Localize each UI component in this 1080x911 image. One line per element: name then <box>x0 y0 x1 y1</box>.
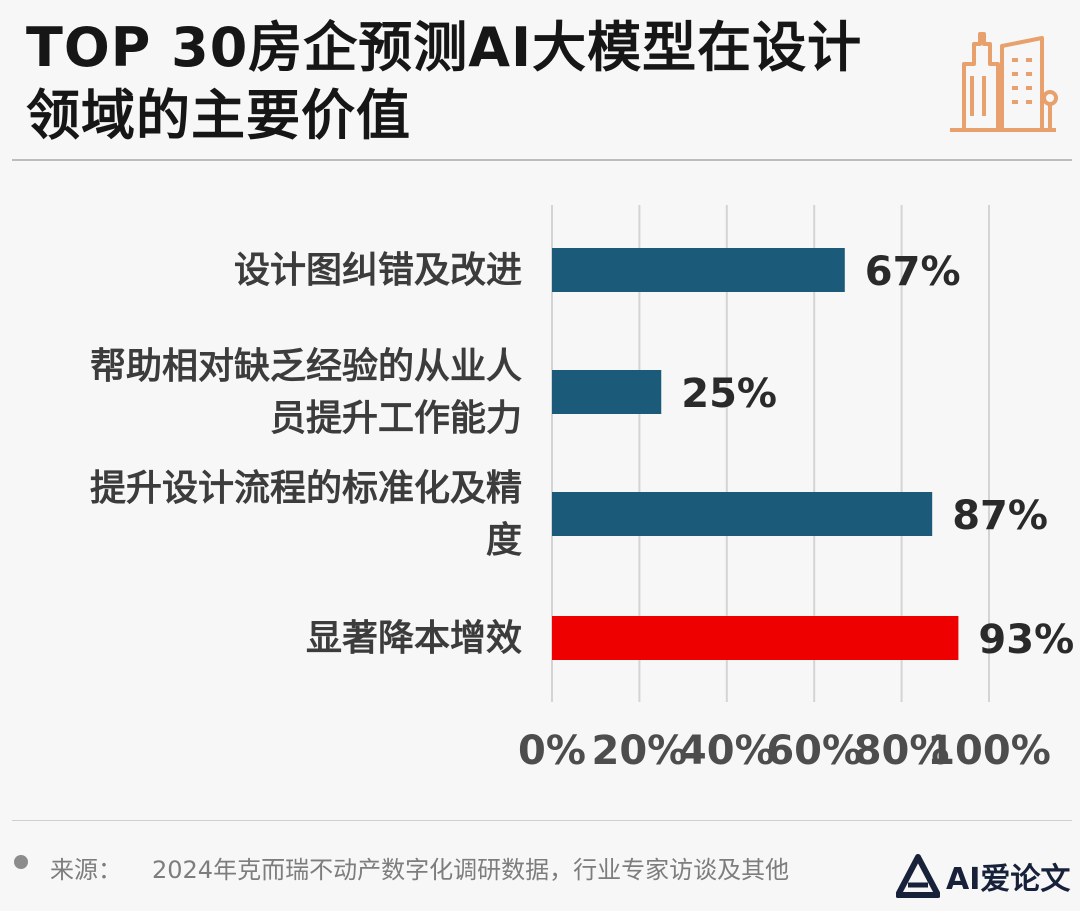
data-label: 87% <box>952 493 1048 539</box>
category-label: 度 <box>486 520 522 561</box>
bar <box>552 492 933 536</box>
footer-divider <box>12 820 1072 821</box>
category-label: 员提升工作能力 <box>270 398 522 439</box>
category-label: 帮助相对缺乏经验的从业人 <box>90 346 522 387</box>
bar <box>552 616 959 660</box>
data-label: 93% <box>978 617 1074 663</box>
source-text: 2024年克而瑞不动产数字化调研数据，行业专家访谈及其他 <box>152 856 790 884</box>
bar <box>552 370 662 414</box>
x-tick-label: 20% <box>592 728 688 774</box>
bar <box>552 248 845 292</box>
brand-logo: AI爱论文 <box>896 854 1070 898</box>
x-tick-label: 40% <box>679 728 775 774</box>
x-tick-label: 100% <box>927 728 1051 774</box>
source-label: 来源： <box>50 856 122 884</box>
brand-logo-icon <box>896 854 940 898</box>
brand-name: AI爱论文 <box>946 862 1071 897</box>
x-tick-label: 80% <box>854 728 950 774</box>
header-divider <box>12 159 1072 161</box>
x-tick-label: 0% <box>518 728 586 774</box>
data-label: 67% <box>865 249 961 295</box>
category-label: 设计图纠错及改进 <box>234 250 522 291</box>
bullet-icon <box>14 855 28 869</box>
x-tick-label: 60% <box>766 728 862 774</box>
bar-chart: 设计图纠错及改进帮助相对缺乏经验的从业人员提升工作能力提升设计流程的标准化及精度… <box>90 205 1074 774</box>
category-label: 显著降本增效 <box>306 618 522 659</box>
data-label: 25% <box>681 371 777 417</box>
city-buildings-icon <box>944 16 1062 140</box>
page-title: TOP 30房企预测AI大模型在设计领域的主要价值 <box>26 16 863 147</box>
category-label: 提升设计流程的标准化及精 <box>90 468 522 509</box>
